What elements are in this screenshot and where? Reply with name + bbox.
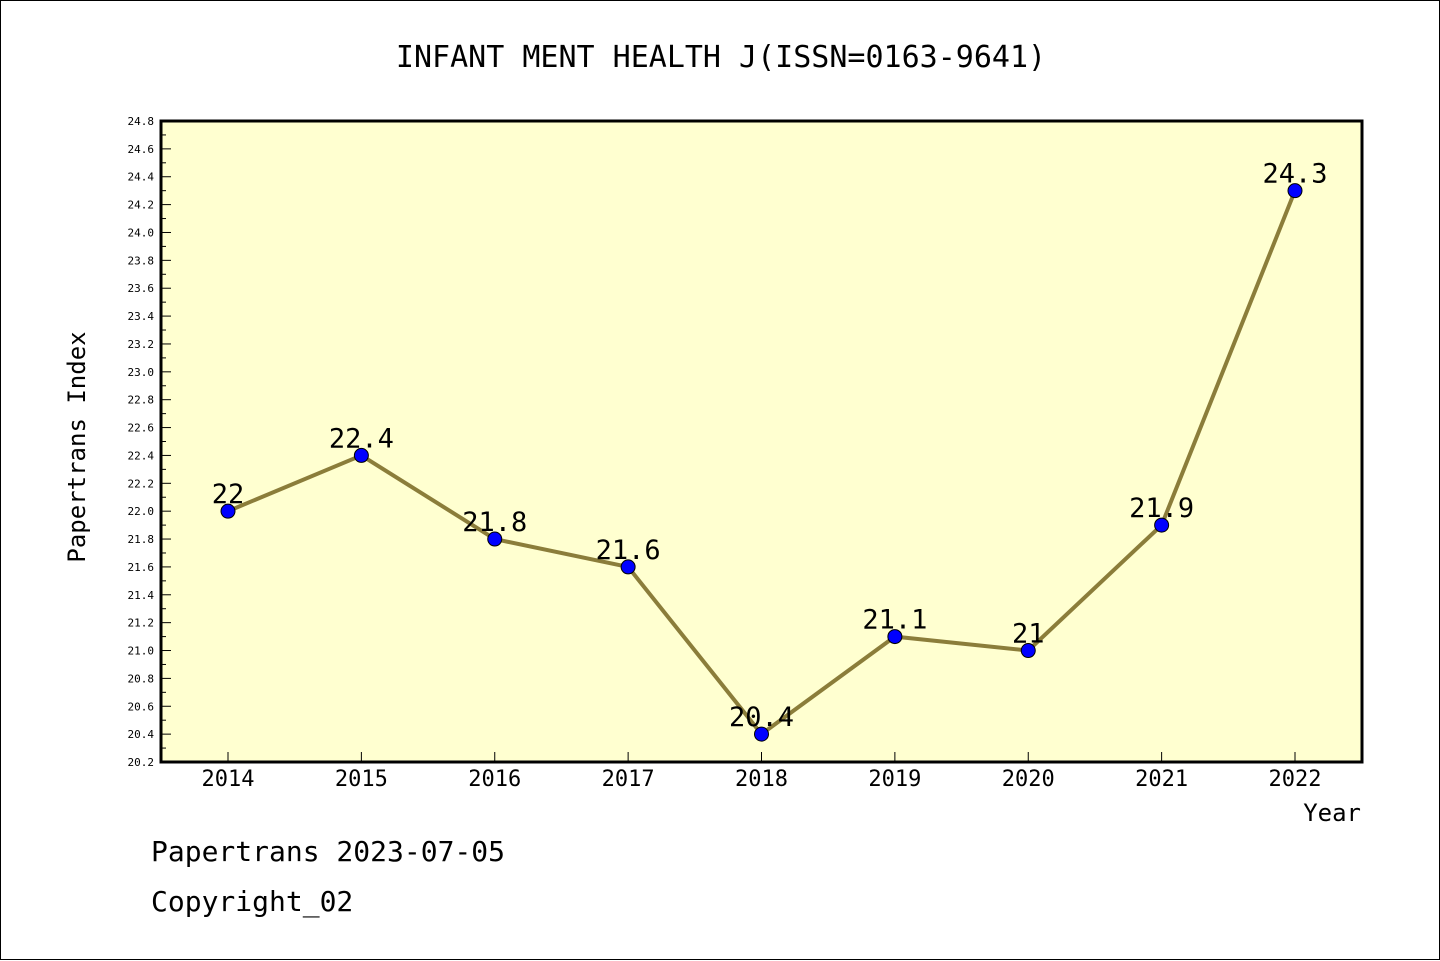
data-label: 21.1 [862, 605, 927, 636]
chart-title: INFANT MENT HEALTH J(ISSN=0163-9641) [396, 40, 1046, 75]
data-label: 20.4 [729, 702, 794, 733]
data-point [353, 447, 369, 463]
y-tick-label: 21.4 [128, 589, 155, 602]
y-tick-label: 23.0 [128, 366, 155, 379]
y-tick-label: 22.8 [128, 394, 155, 407]
x-axis-label: Year [1303, 799, 1361, 827]
y-tick-label: 23.6 [128, 282, 155, 295]
data-point [887, 629, 903, 645]
y-tick-label: 24.2 [128, 199, 155, 212]
y-tick-label: 24.4 [128, 171, 155, 184]
data-point [220, 503, 236, 519]
data-point [754, 726, 769, 742]
y-tick-label: 20.8 [128, 672, 155, 685]
y-tick-label: 24.0 [128, 226, 155, 239]
plot-area [159, 119, 1364, 764]
x-tick-label: 2016 [468, 767, 521, 792]
data-label: 21 [1012, 619, 1045, 650]
data-point [1287, 183, 1303, 199]
y-tick-label: 23.2 [128, 338, 155, 351]
x-tick-label: 2019 [868, 767, 921, 792]
y-axis-label: Papertrans Index [63, 331, 91, 562]
data-label: 21.9 [1129, 493, 1194, 524]
data-label: 22.4 [329, 423, 394, 454]
y-tick-label: 23.8 [128, 254, 155, 267]
series-group: 22 22.4 21.8 21.6 20.4 21.1 21 21.9 24.3 [212, 159, 1328, 742]
y-tick-label: 21.0 [128, 645, 155, 658]
y-tick-label: 21.8 [128, 533, 155, 546]
x-tick-label: 2022 [1269, 767, 1322, 792]
y-tick-label: 20.2 [128, 756, 155, 769]
x-tick-label: 2020 [1002, 767, 1055, 792]
data-label: 21.8 [462, 507, 527, 538]
x-axis: 2014 2015 2016 2017 2018 2019 2020 2021 2022 [202, 752, 1322, 792]
y-tick-label: 22.2 [128, 477, 155, 490]
y-tick-label: 20.4 [128, 728, 155, 741]
data-point [487, 531, 503, 547]
data-point [1154, 517, 1170, 533]
data-label: 22 [212, 479, 245, 510]
data-label: 21.6 [596, 535, 661, 566]
y-tick-label: 22.0 [128, 505, 155, 518]
y-tick-label: 24.6 [128, 143, 155, 156]
x-tick-label: 2017 [602, 767, 655, 792]
data-point [1020, 643, 1036, 659]
y-tick-label: 22.4 [128, 449, 155, 462]
y-tick-label: 21.2 [128, 617, 155, 630]
y-tick-label: 24.8 [128, 115, 155, 128]
footer-copyright: Copyright_02 [151, 885, 354, 918]
y-axis: 20.2 20.4 20.6 20.8 21.0 21.2 21.4 21.6 21.8 22.0… [128, 115, 171, 769]
x-tick-label: 2021 [1135, 767, 1188, 792]
x-tick-label: 2014 [202, 767, 255, 792]
y-tick-label: 20.6 [128, 700, 155, 713]
y-tick-label: 21.6 [128, 561, 155, 574]
data-point [620, 559, 636, 575]
footer-date: Papertrans 2023-07-05 [151, 835, 506, 868]
y-tick-label: 23.4 [128, 310, 155, 323]
data-label: 24.3 [1262, 159, 1327, 190]
x-tick-label: 2015 [335, 767, 388, 792]
y-tick-label: 22.6 [128, 422, 155, 435]
x-tick-label: 2018 [735, 767, 788, 792]
